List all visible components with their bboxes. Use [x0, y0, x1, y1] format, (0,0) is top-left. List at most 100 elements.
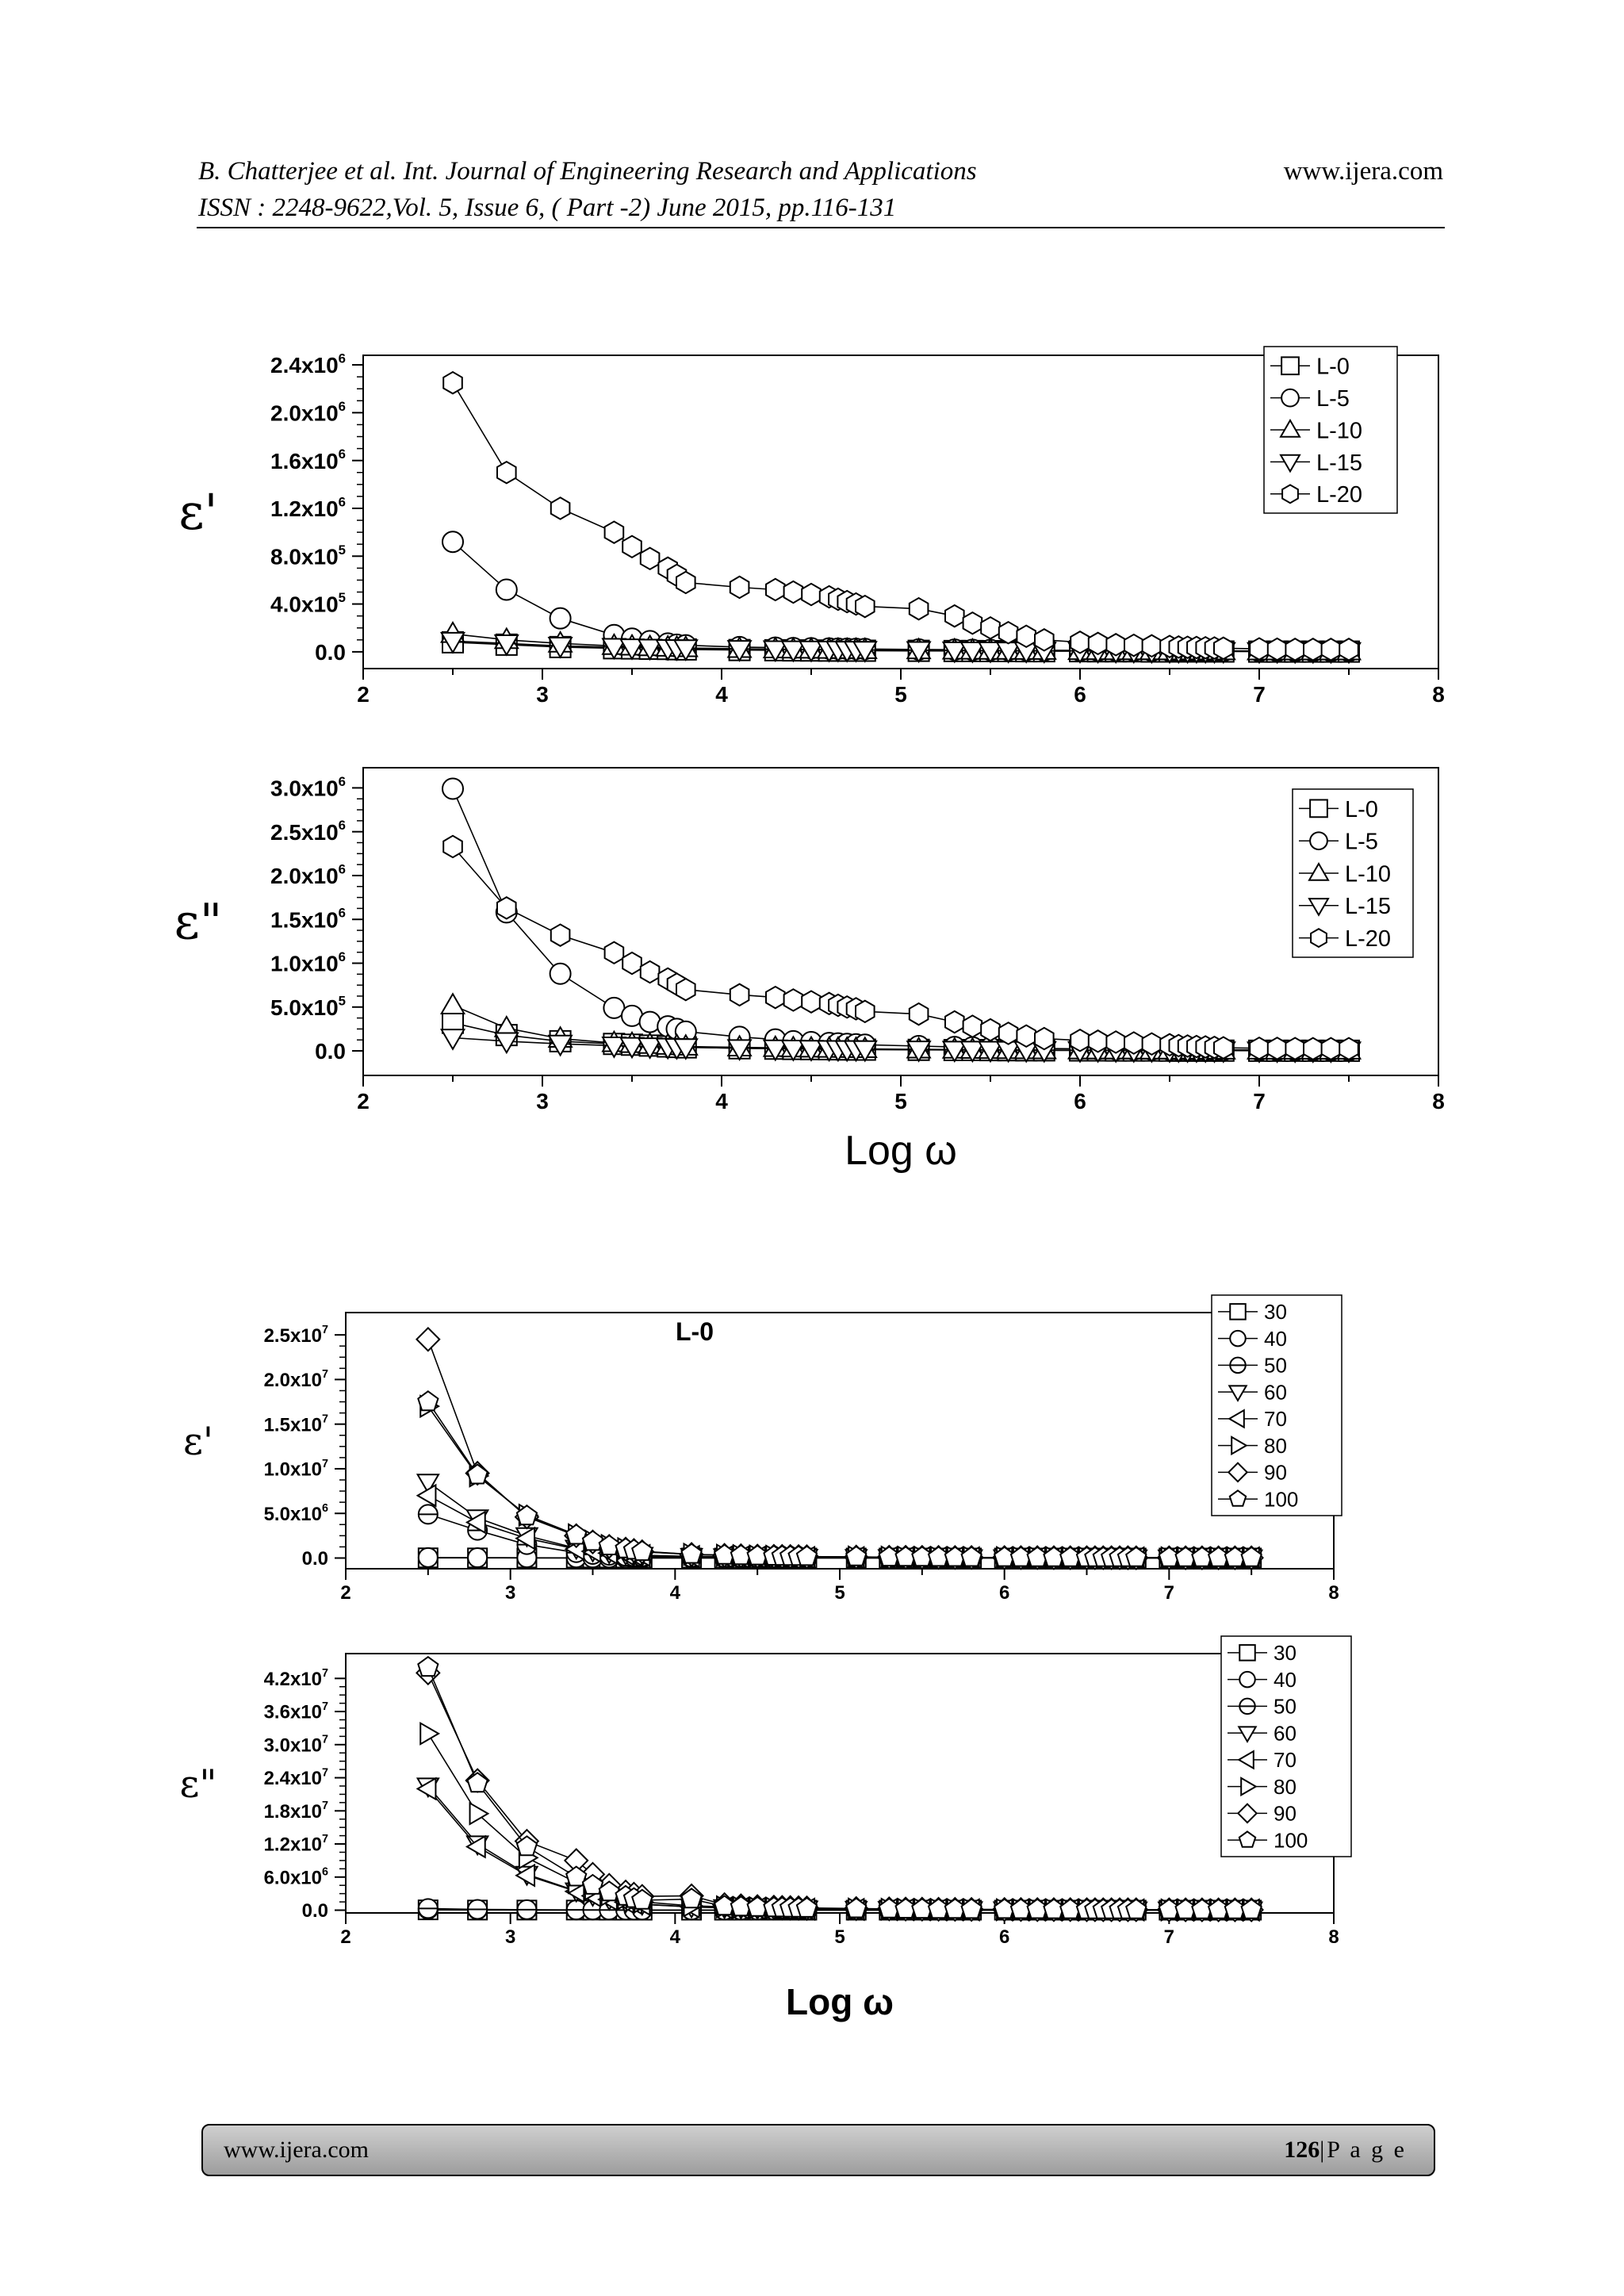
x-axis-label: Log ω — [786, 1981, 894, 2022]
data-point — [1087, 1029, 1109, 1053]
data-point — [1249, 1036, 1270, 1060]
data-point — [442, 531, 464, 554]
x-tick-label: 7 — [1253, 1089, 1266, 1114]
data-point — [637, 1037, 663, 1060]
data-point — [1016, 1024, 1036, 1048]
data-point — [601, 638, 627, 661]
y-tick-label: 2.0x106 — [270, 399, 346, 426]
y-tick-label: 2.4x106 — [270, 351, 346, 378]
legend-label: 50 — [1264, 1354, 1287, 1378]
data-point — [1213, 636, 1234, 661]
legend-label: 30 — [1264, 1300, 1287, 1324]
data-point — [977, 1041, 1004, 1064]
y-tick-label: 2.5x107 — [264, 1324, 328, 1347]
data-point — [565, 1865, 588, 1887]
data-point — [581, 1873, 604, 1895]
plot-frame — [345, 1653, 1335, 1914]
x-tick-label: 5 — [894, 682, 907, 707]
data-point — [960, 1898, 982, 1919]
x-tick-label: 7 — [1164, 1926, 1174, 1948]
legend-label: 100 — [1264, 1487, 1298, 1511]
legend-marker — [1238, 1830, 1257, 1848]
data-point — [1125, 1546, 1147, 1567]
x-tick-label: 8 — [1328, 1582, 1339, 1604]
legend-label: L-0 — [1345, 797, 1378, 822]
series-90 — [416, 1326, 1264, 1570]
data-point — [631, 1539, 653, 1562]
data-point — [1266, 637, 1288, 661]
legend-label: L-10 — [1316, 418, 1362, 443]
y-tick-label: 1.0x107 — [264, 1458, 328, 1481]
data-point — [1266, 1037, 1288, 1060]
legend-label: L-10 — [1345, 861, 1391, 887]
data-point — [1105, 1030, 1126, 1054]
data-point — [639, 960, 661, 984]
data-point — [417, 1547, 439, 1568]
data-point — [765, 577, 786, 602]
data-point — [1070, 1028, 1090, 1052]
y-tick-label: 0.0 — [302, 1548, 328, 1570]
data-point — [442, 370, 463, 395]
data-point — [493, 634, 519, 657]
y-tick-label: 4.0x105 — [270, 590, 346, 617]
x-tick-label: 2 — [340, 1926, 350, 1948]
x-tick-label: 5 — [834, 1926, 845, 1948]
y-tick-label: 2.0x107 — [264, 1368, 328, 1391]
data-point — [729, 575, 750, 600]
legend-label: L-20 — [1316, 482, 1362, 508]
legend-label: L-20 — [1345, 926, 1391, 952]
x-tick-label: 5 — [894, 1089, 907, 1114]
legend-label: 30 — [1274, 1641, 1297, 1665]
data-point — [783, 580, 804, 604]
x-tick-label: 7 — [1253, 682, 1266, 707]
data-point — [469, 1801, 490, 1826]
data-point — [1213, 1036, 1234, 1060]
data-point — [1105, 633, 1126, 657]
y-tick-label: 2.4x107 — [264, 1766, 328, 1789]
y-tick-label: 1.5x107 — [264, 1413, 328, 1436]
data-point — [442, 777, 464, 800]
data-point — [726, 1039, 753, 1062]
data-point — [493, 1032, 519, 1055]
data-point — [941, 1041, 967, 1064]
series-line — [452, 541, 1349, 652]
header-issn: ISSN : 2248-9622,Vol. 5, Issue 6, ( Part… — [198, 194, 897, 222]
data-point — [762, 640, 788, 663]
page-header: B. Chatterjee et al. Int. Journal of Eng… — [198, 157, 1443, 223]
data-point — [980, 615, 1001, 640]
x-tick-label: 8 — [1328, 1926, 1339, 1948]
series-line — [452, 382, 1349, 650]
x-tick-label: 3 — [505, 1926, 515, 1948]
y-tick-label: 1.6x106 — [270, 447, 346, 473]
legend-label: 70 — [1274, 1748, 1297, 1772]
data-point — [550, 923, 571, 947]
footer-website-link[interactable]: www.ijera.com — [224, 2137, 369, 2163]
data-point — [944, 604, 965, 628]
data-point — [680, 1543, 703, 1564]
chart-panel-1: 2 3 4 5 6 7 8 0.0 4.0x105 8.0x105 1.2x106 1.6x106 2.… — [178, 346, 1445, 707]
header-website-link[interactable]: www.ijera.com — [1283, 157, 1443, 186]
series-L-20 — [442, 370, 1359, 661]
data-point — [959, 1041, 986, 1064]
series-90 — [416, 1660, 1264, 1922]
data-point — [1034, 628, 1055, 652]
data-point — [416, 1474, 440, 1495]
data-point — [1240, 1546, 1262, 1567]
data-point — [795, 1896, 818, 1918]
y-axis-label: ε' — [183, 1419, 213, 1463]
y-tick-label: 4.2x107 — [264, 1667, 328, 1690]
data-point — [442, 834, 463, 859]
x-tick-label: 8 — [1432, 682, 1445, 707]
x-tick-label: 2 — [357, 682, 370, 707]
series-L-5 — [442, 777, 1360, 1062]
y-tick-label: 8.0x105 — [270, 542, 346, 569]
data-point — [795, 1545, 818, 1566]
page-number: 126 — [1284, 2137, 1320, 2163]
legend-marker — [1237, 1750, 1254, 1770]
y-tick-label: 0.0 — [315, 640, 346, 665]
data-point — [762, 1039, 788, 1062]
data-point — [547, 636, 573, 659]
data-point — [515, 1835, 538, 1857]
data-point — [603, 520, 625, 544]
